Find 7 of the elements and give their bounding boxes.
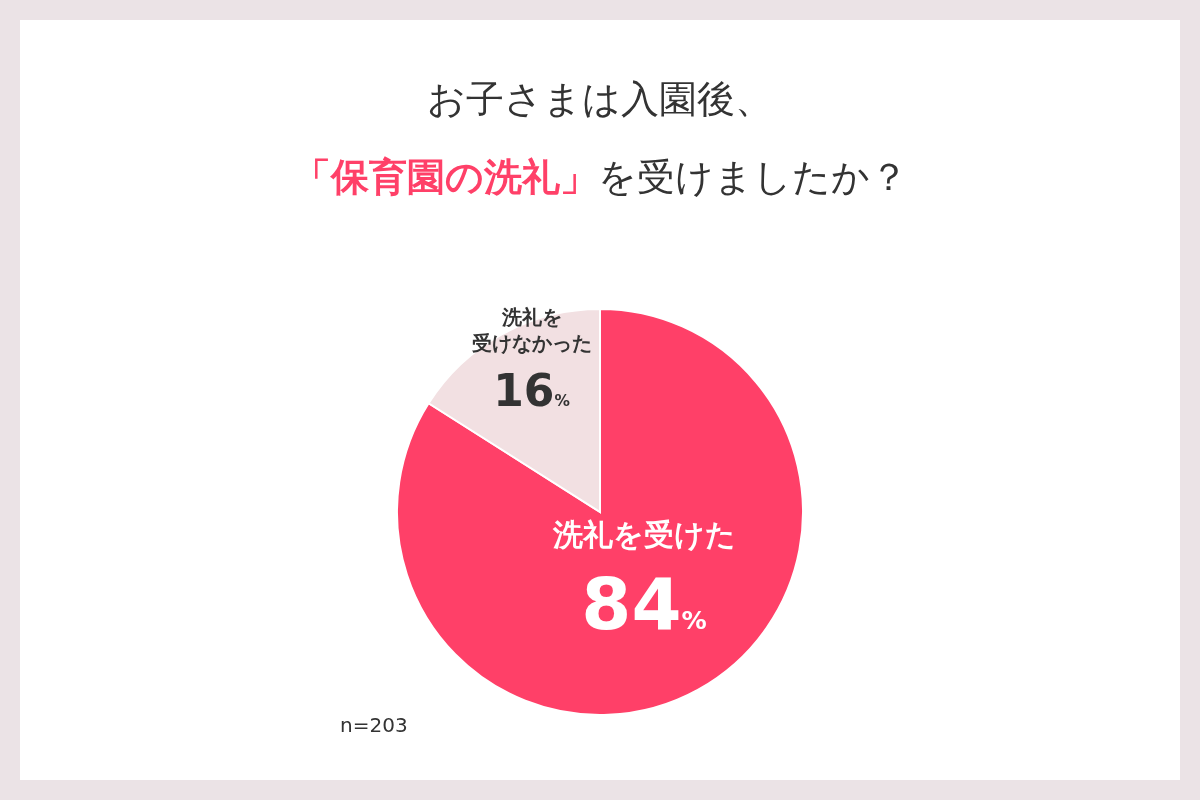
chart-title: お子さまは入園後、「保育園の洗礼」を受けましたか？ <box>292 77 908 199</box>
slice-label: 洗礼を受けなかった <box>471 304 592 355</box>
data-label: 84% <box>581 561 707 646</box>
text: n=203 <box>340 713 408 737</box>
slice-label: 洗礼を受けた <box>551 516 736 552</box>
data-label: 16% <box>493 364 570 416</box>
pie-slice <box>396 308 804 716</box>
